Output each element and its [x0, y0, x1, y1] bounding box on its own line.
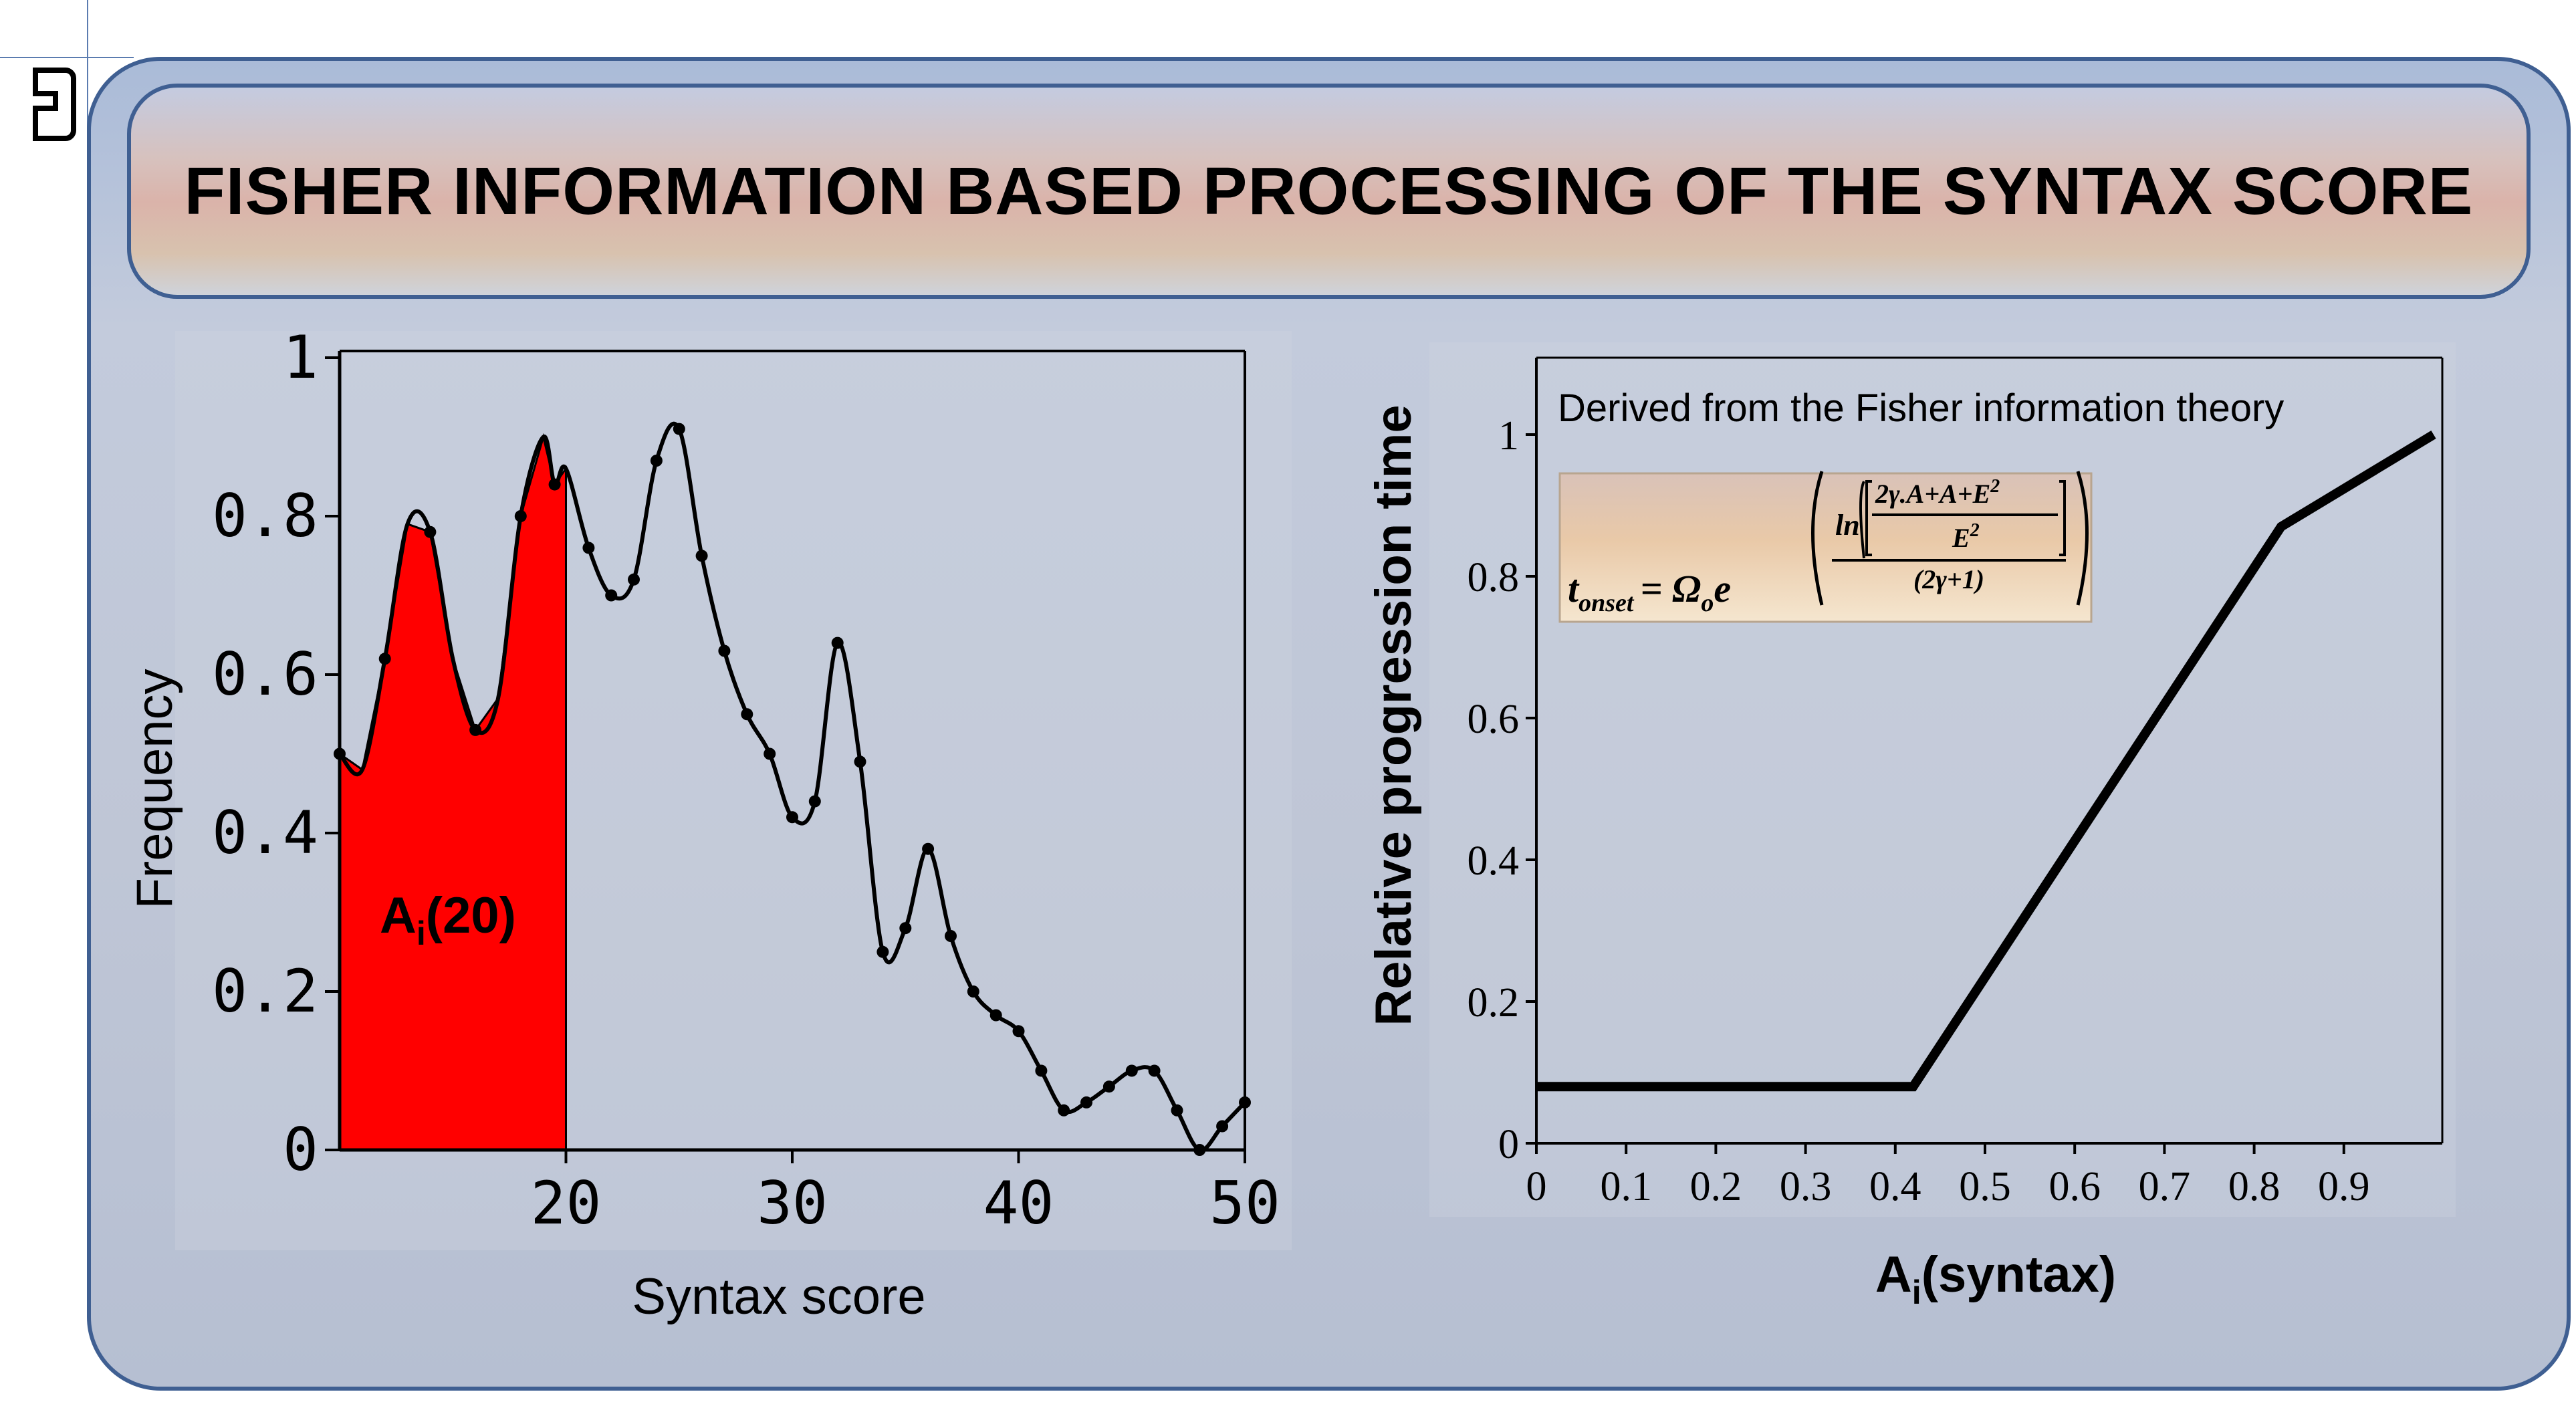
y-tick-label: 0.4 [212, 798, 318, 867]
data-point [628, 573, 640, 586]
progression-series-line [1536, 431, 2436, 1092]
data-point [945, 930, 957, 942]
data-point [1216, 1120, 1229, 1133]
data-point [548, 478, 561, 491]
data-point [741, 708, 753, 721]
guide-line-vertical [87, 0, 88, 154]
svg-text:2γ.A+A+E2: 2γ.A+A+E2 [1875, 476, 2000, 509]
x-tick-label: 0.9 [2318, 1164, 2370, 1209]
x-tick-label: 0.5 [1959, 1164, 2011, 1209]
data-point [1148, 1064, 1161, 1077]
title-banner: FISHER INFORMATION BASED PROCESSING OF T… [127, 84, 2531, 299]
data-point [1058, 1104, 1070, 1117]
data-point [424, 525, 437, 538]
data-point [514, 510, 527, 522]
y-tick-label: 0.2 [212, 957, 318, 1026]
data-point [378, 653, 391, 665]
data-point [582, 542, 595, 554]
data-point [650, 455, 663, 467]
data-point [1125, 1064, 1138, 1077]
data-point [469, 723, 482, 736]
data-point [989, 1009, 1002, 1022]
data-point [1171, 1104, 1183, 1117]
data-point [1012, 1025, 1025, 1038]
x-tick-label: 0.2 [1690, 1164, 1742, 1209]
data-point [1102, 1080, 1115, 1093]
left-y-axis-label: Frequency [126, 669, 183, 909]
area-label: Ai(20) [380, 887, 516, 952]
x-tick-label: 20 [531, 1169, 602, 1238]
y-tick-label: 0.6 [212, 640, 318, 709]
x-tick-label: 0.7 [2139, 1164, 2191, 1209]
svg-text:(2γ+1): (2γ+1) [1913, 564, 1984, 594]
x-tick-label: 0.6 [2048, 1164, 2101, 1209]
y-tick-label: 0.4 [1468, 838, 1520, 884]
data-point [1080, 1096, 1092, 1108]
data-point [695, 550, 708, 562]
right-x-axis-label: Ai(syntax) [1875, 1246, 2116, 1311]
right-y-axis-label: Relative progression time [1365, 404, 1422, 1026]
y-tick-label: 0.6 [1468, 697, 1520, 742]
x-tick-label: 0.8 [2228, 1164, 2280, 1209]
data-point [808, 795, 821, 808]
y-tick-label: 0.8 [1468, 555, 1520, 600]
logo-icon [33, 68, 76, 141]
x-tick-label: 0.3 [1780, 1164, 1832, 1209]
data-point [764, 747, 776, 760]
data-point [786, 811, 798, 824]
y-tick-label: 1 [1498, 413, 1519, 459]
x-tick-label: 0 [1526, 1164, 1547, 1209]
x-tick-label: 0.4 [1869, 1164, 1921, 1209]
y-tick-label: 1 [283, 323, 318, 392]
data-point [1035, 1064, 1048, 1077]
data-point [854, 755, 866, 768]
y-tick-label: 0.2 [1468, 980, 1520, 1026]
data-point [899, 922, 912, 935]
y-tick-label: 0 [283, 1115, 318, 1184]
page-title: FISHER INFORMATION BASED PROCESSING OF T… [184, 153, 2474, 229]
x-tick-label: 40 [983, 1169, 1054, 1238]
data-point [831, 636, 844, 649]
data-point [718, 645, 731, 657]
right-annotation: Derived from the Fisher information theo… [1558, 386, 2284, 430]
data-point [605, 589, 618, 602]
formula-box: tonset = Ωoe ln 2γ.A+A+E2 E2 (2γ+1) [1558, 471, 2093, 623]
svg-text:E2: E2 [1952, 520, 1980, 553]
data-point [673, 423, 685, 435]
x-tick-label: 50 [1209, 1169, 1280, 1238]
data-point [922, 842, 935, 855]
data-point [967, 985, 979, 998]
x-tick-label: 0.1 [1600, 1164, 1652, 1209]
svg-text:ln: ln [1835, 509, 1860, 542]
guide-line-horizontal [0, 57, 134, 58]
y-tick-label: 0 [1498, 1122, 1519, 1167]
y-tick-label: 0.8 [212, 481, 318, 550]
data-point [876, 945, 889, 958]
svg-text:tonset= Ωoe: tonset = Ωoe [1568, 567, 1731, 617]
x-tick-label: 30 [757, 1169, 828, 1238]
left-x-axis-label: Syntax score [632, 1268, 925, 1325]
